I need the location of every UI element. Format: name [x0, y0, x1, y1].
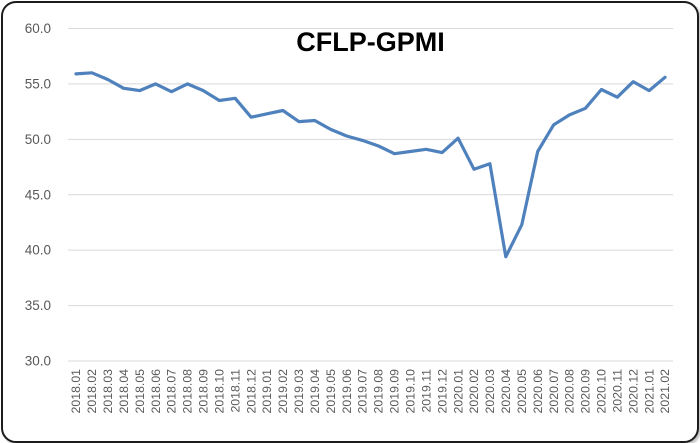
- x-tick-label: 2020.01: [451, 369, 465, 414]
- x-tick-label: 2020.04: [499, 369, 513, 414]
- x-tick-label: 2019.11: [419, 369, 433, 413]
- x-tick-label: 2019.10: [404, 369, 418, 414]
- x-tick-label: 2019.12: [435, 369, 449, 414]
- y-tick-label: 50.0: [25, 132, 51, 147]
- x-axis-tick-labels: 2018.01 2018.02 2018.03 2018.04 2018.05 2018.…: [69, 369, 672, 414]
- x-tick-label: 2019.03: [292, 369, 306, 414]
- x-tick-label: 2020.05: [515, 369, 529, 414]
- x-tick-label: 2018.03: [101, 369, 115, 414]
- x-tick-label: 2020.12: [626, 369, 640, 414]
- x-tick-label: 2021.01: [642, 369, 656, 414]
- x-tick-label: 2020.07: [547, 369, 561, 414]
- x-tick-label: 2019.08: [372, 369, 386, 414]
- x-tick-label: 2019.09: [388, 369, 402, 414]
- y-tick-label: 35.0: [25, 298, 51, 313]
- x-tick-label: 2019.02: [276, 369, 290, 414]
- x-tick-label: 2018.07: [165, 369, 179, 414]
- x-tick-label: 2020.02: [467, 369, 481, 414]
- x-tick-label: 2020.11: [610, 369, 624, 413]
- data-series-line: [74, 71, 667, 259]
- line-chart: 60.055.050.045.040.035.030.0 2018.01 2018…: [25, 21, 673, 414]
- x-tick-label: 2018.06: [149, 369, 163, 414]
- x-tick-label: 2018.12: [244, 369, 258, 414]
- x-tick-label: 2020.09: [579, 369, 593, 414]
- y-tick-label: 40.0: [25, 243, 51, 258]
- x-tick-label: 2018.10: [212, 369, 226, 414]
- x-tick-label: 2021.02: [658, 369, 672, 414]
- x-tick-label: 2019.05: [324, 369, 338, 414]
- y-tick-label: 55.0: [25, 76, 51, 91]
- y-tick-label: 30.0: [25, 354, 51, 369]
- x-tick-label: 2019.07: [356, 369, 370, 414]
- x-tick-label: 2020.03: [483, 369, 497, 414]
- x-tick-label: 2020.06: [531, 369, 545, 414]
- x-tick-label: 2018.11: [228, 369, 242, 413]
- y-tick-label: 60.0: [25, 21, 51, 36]
- x-tick-label: 2019.06: [340, 369, 354, 414]
- x-tick-label: 2018.01: [69, 369, 83, 414]
- x-tick-label: 2018.08: [181, 369, 195, 414]
- x-tick-label: 2019.01: [260, 369, 274, 414]
- y-tick-label: 45.0: [25, 187, 51, 202]
- gridlines: [68, 28, 673, 362]
- x-tick-label: 2020.08: [563, 369, 577, 414]
- x-tick-label: 2018.02: [85, 369, 99, 414]
- x-tick-label: 2018.05: [133, 369, 147, 414]
- y-axis-tick-labels: 60.0 55.0 50.0 45.0 40.0 35.0 30.0: [25, 21, 51, 369]
- x-tick-label: 2018.04: [117, 369, 131, 414]
- x-tick-label: 2020.10: [595, 369, 609, 414]
- x-tick-label: 2019.04: [308, 369, 322, 414]
- x-tick-label: 2018.09: [197, 369, 211, 414]
